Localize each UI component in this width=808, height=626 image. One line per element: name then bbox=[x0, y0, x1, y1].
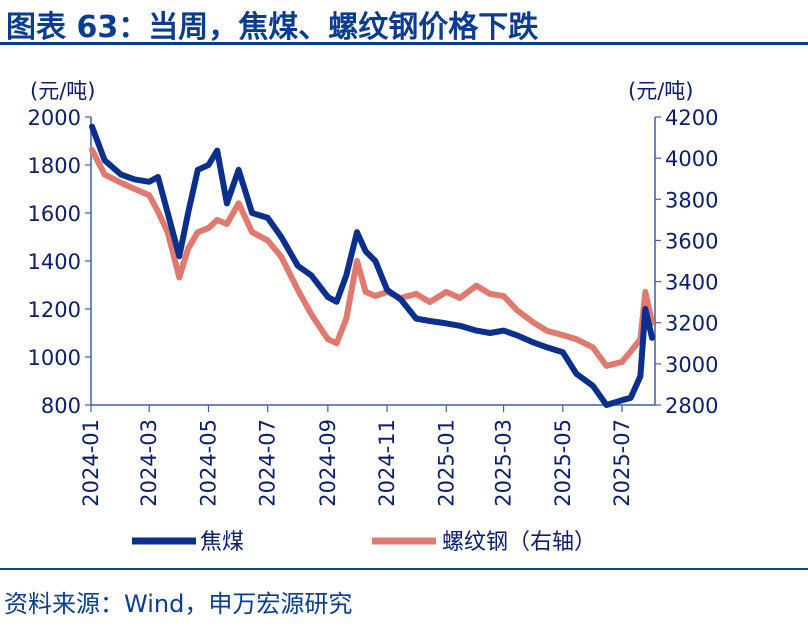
x-axis-tick-label: 2025-07 bbox=[610, 419, 634, 507]
x-axis-tick-label: 2025-05 bbox=[551, 419, 575, 507]
x-axis-tick-label: 2024-11 bbox=[375, 419, 399, 507]
x-axis-tick-label: 2025-03 bbox=[492, 419, 516, 507]
legend-label-rebar: 螺纹钢（右轴） bbox=[442, 530, 596, 555]
left-axis-tick-label: 2000 bbox=[28, 106, 81, 130]
title-divider bbox=[0, 42, 808, 45]
series-line-1 bbox=[89, 146, 656, 369]
right-axis-unit: (元/吨) bbox=[628, 79, 693, 103]
right-axis-tick-label: 4200 bbox=[665, 106, 718, 130]
source-note: 资料来源：Wind，申万宏源研究 bbox=[4, 590, 353, 618]
right-axis-tick-label: 3800 bbox=[665, 188, 718, 212]
right-axis-tick-label: 3200 bbox=[665, 312, 718, 336]
x-axis-tick-label: 2024-03 bbox=[137, 419, 161, 507]
left-axis-unit: (元/吨) bbox=[30, 79, 95, 103]
left-axis-tick-label: 1400 bbox=[28, 250, 81, 274]
left-axis-tick-label: 800 bbox=[41, 394, 81, 418]
x-axis-tick-label: 2024-01 bbox=[79, 419, 103, 507]
x-axis-tick-label: 2024-07 bbox=[256, 419, 280, 507]
chart-legend: 焦煤 螺纹钢（右轴） bbox=[132, 530, 596, 555]
x-axis-tick-label: 2024-09 bbox=[316, 419, 340, 507]
chart-axes: (元/吨) (元/吨) 2000 1800 1600 1400 1200 1000 800 420… bbox=[28, 79, 719, 507]
x-axis-tick-label: 2024-05 bbox=[196, 419, 220, 507]
left-axis-tick-label: 1800 bbox=[28, 154, 81, 178]
left-axis-tick-label: 1600 bbox=[28, 202, 81, 226]
line-chart: (元/吨) (元/吨) 2000 1800 1600 1400 1200 1000 800 420… bbox=[28, 79, 719, 555]
chart-series bbox=[89, 123, 656, 408]
left-axis-tick-label: 1000 bbox=[28, 346, 81, 370]
legend-label-coking-coal: 焦煤 bbox=[200, 530, 244, 555]
series-line-0 bbox=[89, 123, 656, 408]
right-axis-tick-label: 3400 bbox=[665, 271, 718, 295]
x-axis-tick-label: 2025-01 bbox=[434, 419, 458, 507]
left-axis-tick-label: 1200 bbox=[28, 298, 81, 322]
source-divider bbox=[0, 568, 808, 570]
right-axis-tick-label: 2800 bbox=[665, 394, 718, 418]
right-axis-tick-label: 3000 bbox=[665, 353, 718, 377]
right-axis-tick-label: 4000 bbox=[665, 147, 718, 171]
right-axis-tick-label: 3600 bbox=[665, 229, 718, 253]
chart-title: 图表 63：当周，焦煤、螺纹钢价格下跌 bbox=[6, 10, 539, 45]
